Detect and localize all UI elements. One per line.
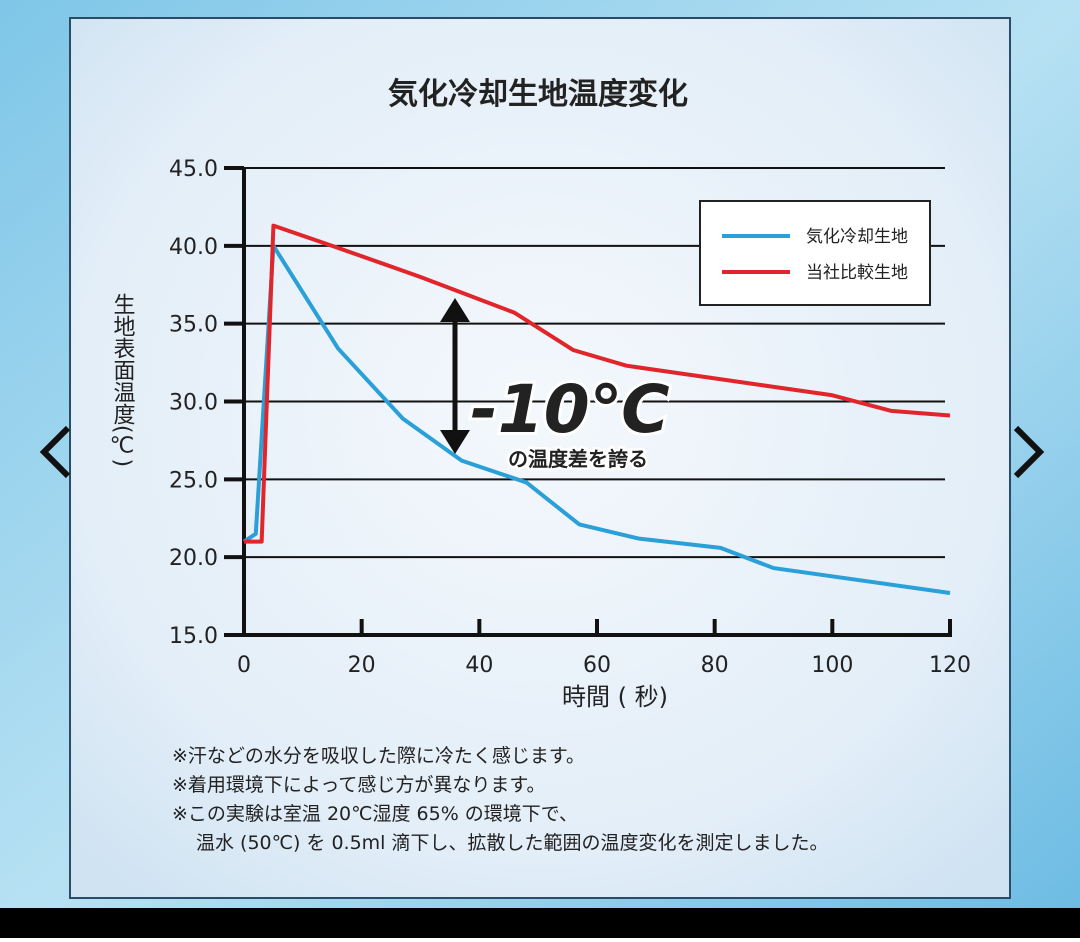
next-arrow[interactable]: [1013, 425, 1045, 479]
arrow-head: [440, 430, 470, 454]
x-tick-label: 80: [701, 653, 729, 678]
x-tick-label: 0: [237, 653, 251, 678]
legend-label: 当社比較生地: [806, 263, 908, 283]
x-axis-label: 時間 ( 秒): [562, 683, 668, 711]
chart-title: 気化冷却生地温度変化: [388, 77, 688, 112]
x-tick-label: 60: [583, 653, 611, 678]
note: ※汗などの水分を吸収した際に冷たく感じます。: [172, 745, 585, 767]
annotation-caption: の温度差を誇る: [508, 447, 648, 471]
x-tick-label: 100: [811, 653, 853, 678]
arrow-head: [440, 298, 470, 322]
note: ※この実験は室温 20℃湿度 65% の環境下で、: [172, 803, 578, 825]
y-tick-label: 15.0: [169, 624, 218, 649]
annotation-value: -10℃: [470, 371, 669, 448]
y-tick-label: 20.0: [169, 546, 218, 571]
y-tick-label: 30.0: [169, 391, 218, 416]
legend-box: [699, 200, 931, 306]
bottom-bar: [0, 908, 1080, 938]
x-tick-label: 120: [929, 653, 971, 678]
y-axis-label: 生地表面温度(℃): [110, 293, 136, 467]
note: ※着用環境下によって感じ方が異なります。: [172, 774, 546, 796]
legend-label: 気化冷却生地: [806, 227, 908, 247]
y-tick-label: 45.0: [169, 157, 218, 182]
x-tick-label: 20: [348, 653, 376, 678]
panel: [69, 17, 1011, 899]
notes: ※汗などの水分を吸収した際に冷たく感じます。 ※着用環境下によって感じ方が異なりま…: [172, 745, 829, 854]
y-tick-label: 35.0: [169, 313, 218, 338]
prev-arrow[interactable]: [39, 425, 71, 479]
y-tick-label: 40.0: [169, 235, 218, 260]
x-tick-label: 40: [465, 653, 493, 678]
note: 温水 (50℃) を 0.5ml 滴下し、拡散した範囲の温度変化を測定しました。: [196, 832, 829, 854]
series-line: [244, 223, 951, 544]
y-tick-label: 25.0: [169, 468, 218, 493]
